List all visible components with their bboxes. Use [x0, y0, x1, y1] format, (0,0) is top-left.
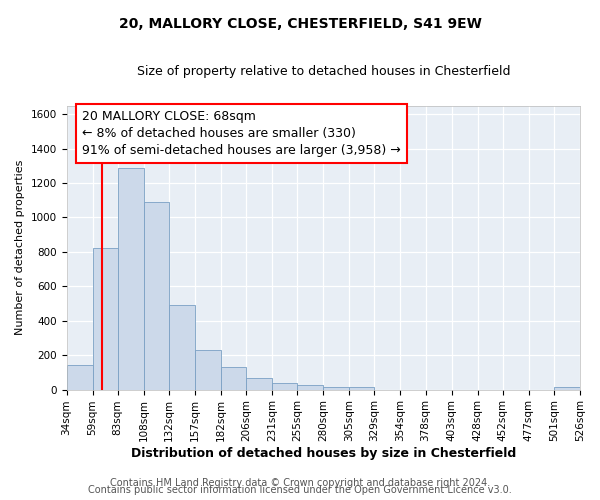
Text: 20, MALLORY CLOSE, CHESTERFIELD, S41 9EW: 20, MALLORY CLOSE, CHESTERFIELD, S41 9EW — [119, 18, 481, 32]
Bar — [272, 383, 297, 390]
Bar — [144, 202, 169, 390]
Bar — [92, 248, 118, 390]
Bar — [297, 385, 323, 390]
Text: 20 MALLORY CLOSE: 68sqm
← 8% of detached houses are smaller (330)
91% of semi-de: 20 MALLORY CLOSE: 68sqm ← 8% of detached… — [82, 110, 401, 157]
Title: Size of property relative to detached houses in Chesterfield: Size of property relative to detached ho… — [137, 65, 510, 78]
Text: Contains HM Land Registry data © Crown copyright and database right 2024.: Contains HM Land Registry data © Crown c… — [110, 478, 490, 488]
Bar — [246, 378, 272, 390]
Bar — [118, 168, 144, 390]
Y-axis label: Number of detached properties: Number of detached properties — [15, 160, 25, 336]
Bar — [67, 366, 92, 390]
Bar — [221, 367, 246, 390]
Bar — [169, 305, 195, 390]
Bar — [349, 387, 374, 390]
Text: Contains public sector information licensed under the Open Government Licence v3: Contains public sector information licen… — [88, 485, 512, 495]
Bar — [554, 387, 580, 390]
X-axis label: Distribution of detached houses by size in Chesterfield: Distribution of detached houses by size … — [131, 447, 516, 460]
Bar — [323, 388, 349, 390]
Bar — [195, 350, 221, 390]
